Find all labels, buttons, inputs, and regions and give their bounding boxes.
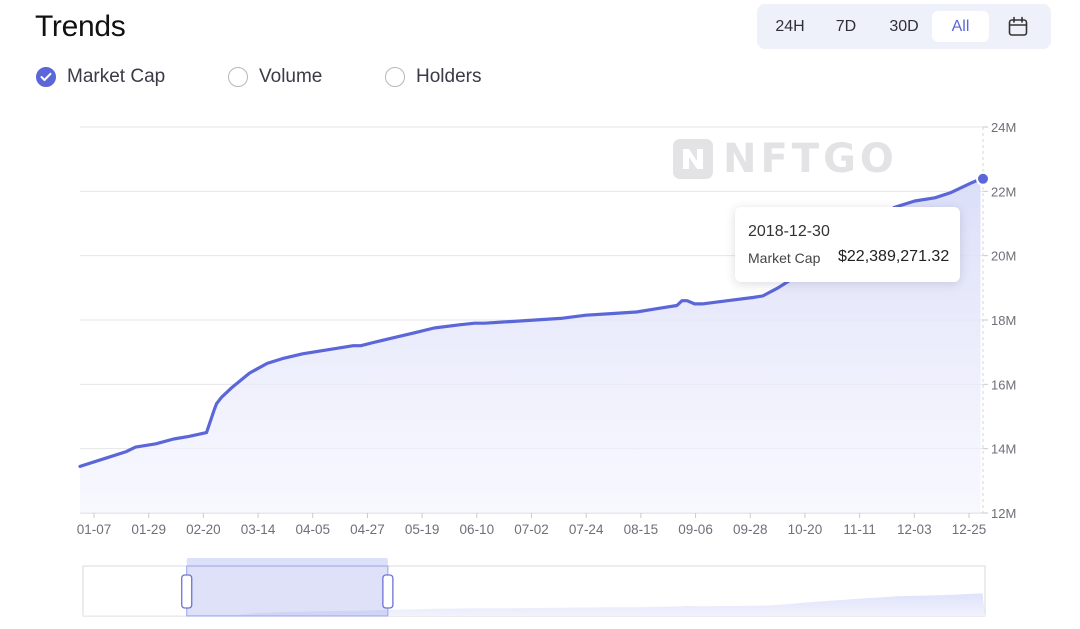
y-tick-label: 14M [991,442,1016,457]
range-30d-button[interactable]: 30D [889,18,919,35]
y-tick-label: 12M [991,506,1016,521]
tooltip-date: 2018-12-30 [748,223,830,240]
range-7d-button[interactable]: 7D [835,18,857,35]
y-tick-label: 24M [991,120,1016,135]
navigator-left-handle[interactable] [181,574,193,609]
x-tick-label: 01-07 [77,522,112,537]
radio-icon [385,67,405,87]
x-tick-label: 06-10 [460,522,495,537]
x-tick-label: 02-20 [186,522,221,537]
time-range-selector: 24H 7D 30D All [757,4,1051,49]
highlight-point [976,171,990,186]
tooltip-value: $22,389,271.32 [838,248,950,265]
x-tick-label: 07-02 [514,522,549,537]
metric-option-volume[interactable]: Volume [228,63,322,91]
chart-tooltip: 2018-12-30 Market Cap $22,389,271.32 [735,207,960,282]
metric-label: Holders [416,66,482,87]
metric-option-market-cap[interactable]: Market Cap [36,63,165,91]
x-tick-label: 12-25 [952,522,987,537]
navigator-series [83,593,985,616]
checked-radio-icon [36,67,56,87]
x-tick-label: 04-05 [295,522,330,537]
radio-icon [228,67,248,87]
y-tick-label: 18M [991,313,1016,328]
page-title: Trends [35,10,126,43]
y-tick-label: 16M [991,377,1016,392]
navigator-right-handle[interactable] [382,574,394,609]
x-tick-label: 12-03 [897,522,932,537]
x-tick-label: 04-27 [350,522,385,537]
range-24h-button[interactable]: 24H [775,18,805,35]
area-fill [80,178,981,514]
x-tick-label: 03-14 [241,522,276,537]
x-tick-label: 09-06 [678,522,713,537]
watermark: NFTGO [673,136,898,182]
nftgo-logo [673,139,713,179]
metric-label: Volume [259,66,323,87]
x-tick-label: 08-15 [624,522,659,537]
x-tick-label: 01-29 [131,522,166,537]
navigator-window[interactable] [186,565,389,617]
y-tick-label: 20M [991,249,1016,264]
x-tick-label: 10-20 [788,522,823,537]
x-tick-label: 09-28 [733,522,768,537]
tooltip-label: Market Cap [748,250,821,266]
calendar-icon[interactable] [1007,16,1029,38]
x-tick-label: 11-11 [843,522,876,537]
metric-label: Market Cap [67,66,166,87]
x-tick-label: 05-19 [405,522,440,537]
range-all-button[interactable]: All [932,11,989,42]
watermark-text: NFTGO [723,136,898,182]
x-tick-label: 07-24 [569,522,604,537]
navigator-window-top [186,558,388,566]
metric-option-holders[interactable]: Holders [385,63,481,91]
y-tick-label: 22M [991,184,1016,199]
